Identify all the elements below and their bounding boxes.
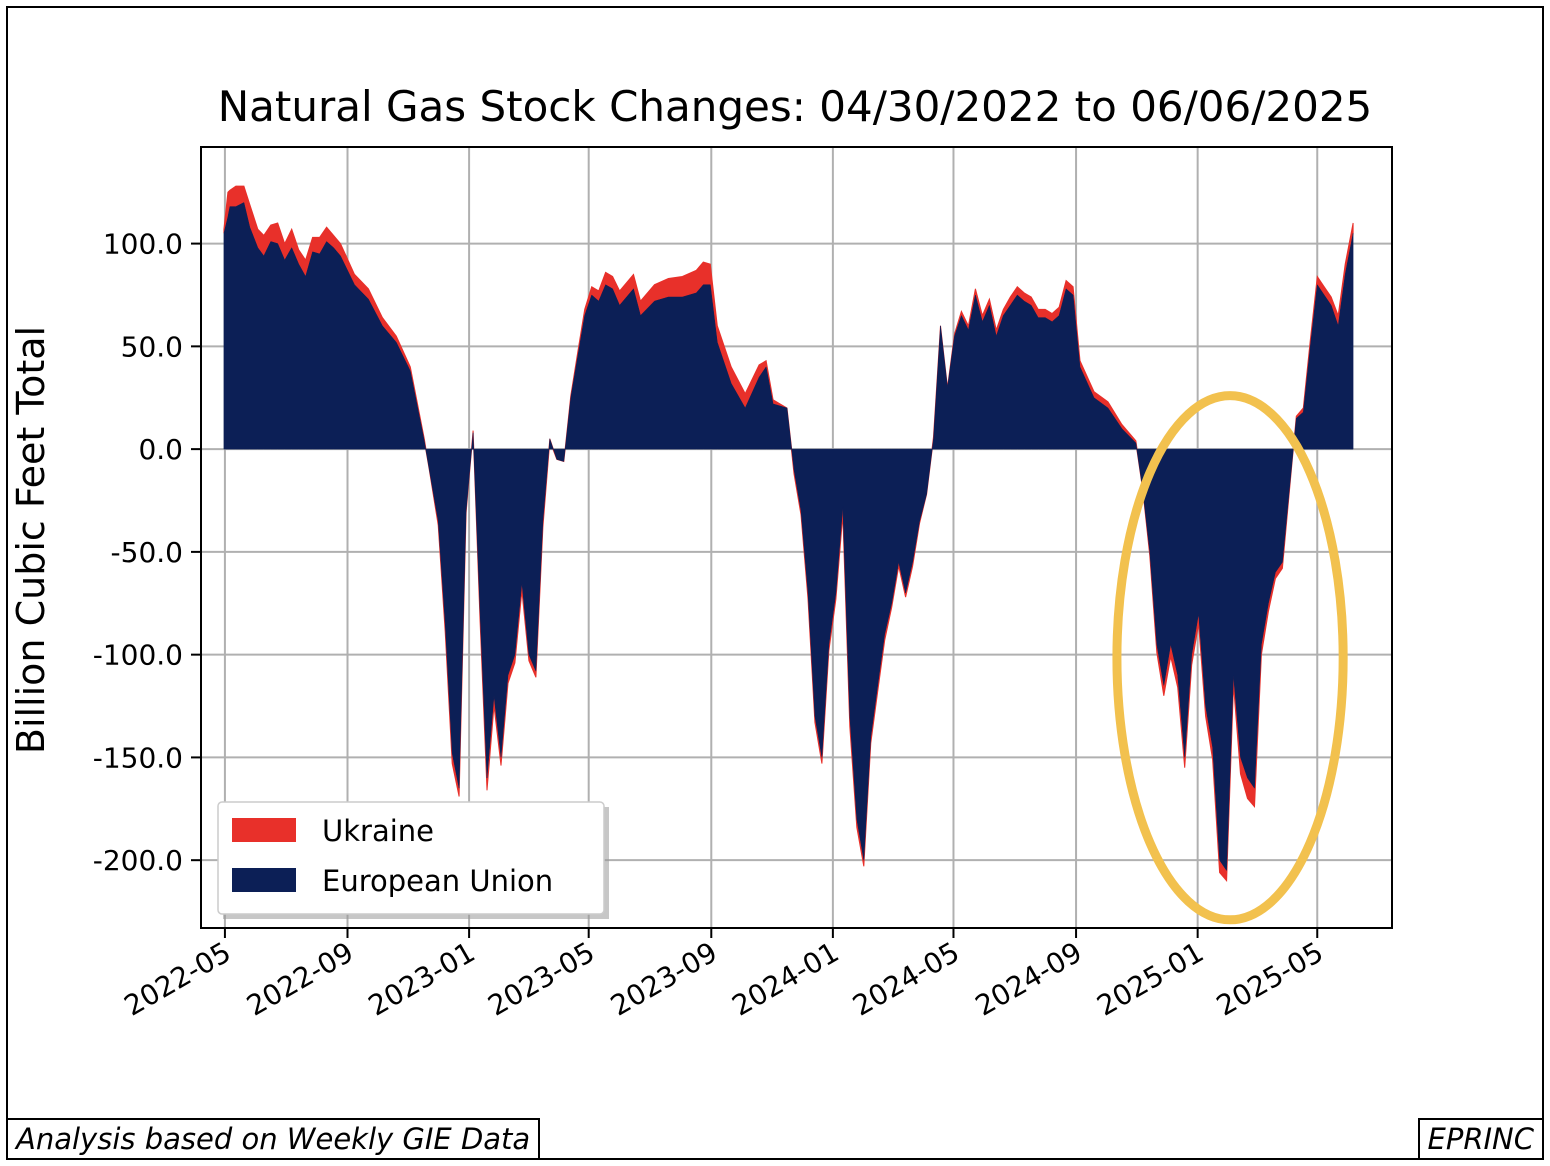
y-tick-label: -200.0	[93, 844, 183, 877]
y-tick-label: 100.0	[103, 228, 183, 261]
x-tick-label: 2023-01	[363, 935, 481, 1022]
x-tick-label: 2025-05	[1211, 935, 1329, 1022]
y-tick-label: 0.0	[138, 433, 183, 466]
highlight-ellipse	[1112, 391, 1348, 925]
y-axis-label: Billion Cubic Feet Total	[9, 326, 53, 754]
chart-title: Natural Gas Stock Changes: 04/30/2022 to…	[218, 82, 1373, 131]
stacked-areas	[223, 185, 1354, 883]
y-axis-ticks: 100.0 50.0 0.0 -50.0 -100.0 -150.0 -200.0	[93, 228, 201, 877]
x-tick-label: 2024-05	[847, 935, 965, 1022]
area-european-union	[223, 202, 1354, 872]
y-tick-label: -100.0	[93, 639, 183, 672]
y-tick-label: 50.0	[121, 330, 183, 363]
legend-swatch-european-union	[232, 868, 296, 892]
legend: Ukraine European Union	[217, 801, 609, 919]
x-tick-label: 2022-09	[241, 935, 359, 1022]
legend-label-ukraine: Ukraine	[322, 814, 434, 848]
legend-label-european-union: European Union	[322, 864, 553, 898]
legend-swatch-ukraine	[232, 818, 296, 842]
x-axis-ticks: 2022-05 2022-09 2023-01 2023-05 2023-09 2024-…	[119, 928, 1329, 1023]
x-tick-label: 2024-01	[727, 935, 845, 1022]
source-note: Analysis based on Weekly GIE Data	[6, 1118, 541, 1160]
x-tick-label: 2023-09	[605, 935, 723, 1022]
y-tick-label: -150.0	[93, 741, 183, 774]
x-tick-label: 2023-05	[482, 935, 600, 1022]
legend-box	[217, 801, 605, 915]
x-tick-label: 2024-09	[970, 935, 1088, 1022]
x-tick-label: 2025-01	[1091, 935, 1209, 1022]
y-tick-label: -50.0	[111, 536, 183, 569]
figure-frame	[6, 6, 1544, 1160]
credit-label: EPRINC	[1417, 1118, 1544, 1160]
x-tick-label: 2022-05	[119, 935, 237, 1022]
annotation-layer	[1112, 391, 1348, 925]
plot-border	[200, 146, 1393, 929]
